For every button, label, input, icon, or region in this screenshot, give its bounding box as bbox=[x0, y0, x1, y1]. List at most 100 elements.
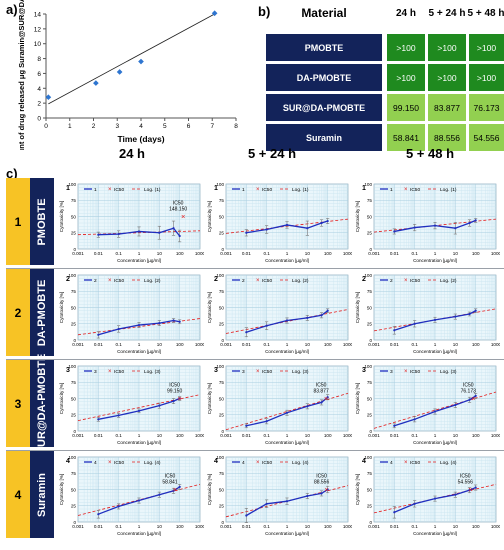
data-point bbox=[306, 494, 309, 498]
ic50-label: IC50 bbox=[316, 474, 327, 480]
series-line bbox=[394, 395, 477, 427]
legend-ic50-label: IC50 bbox=[410, 460, 420, 466]
x-tick-label: 100 bbox=[472, 433, 480, 438]
data-point bbox=[178, 485, 181, 488]
ic50-table: Material 24 h 5 + 24 h PMOBTE DA-PMOBTE SU… bbox=[258, 4, 504, 154]
table-cell: >100 bbox=[428, 64, 466, 91]
y-tick-label: 75 bbox=[219, 380, 225, 385]
data-point bbox=[326, 396, 329, 399]
data-point bbox=[454, 403, 457, 407]
data-point bbox=[393, 511, 396, 514]
row-number: 2 bbox=[6, 269, 30, 356]
plot-number: 2 bbox=[66, 276, 70, 283]
x-tick-label: 0.01 bbox=[390, 433, 399, 438]
y-tick-label: 100 bbox=[216, 182, 224, 187]
series-line bbox=[98, 227, 181, 237]
y-tick-label: 0 bbox=[221, 429, 224, 434]
row-material-name: SUR@DA-PMOBTE bbox=[30, 353, 54, 454]
y-tick-label: 25 bbox=[367, 413, 373, 418]
y-axis-title: Cytotoxicity [%] bbox=[207, 201, 212, 232]
x-tick-label: 0.1 bbox=[411, 342, 418, 347]
x-tick-label: 0.01 bbox=[94, 433, 103, 438]
x-tick-label: 1000 bbox=[195, 524, 204, 529]
x-tick-label: 0.001 bbox=[368, 433, 380, 438]
legend-fit-label: Log. (3) bbox=[292, 369, 309, 375]
legend-series-label: 1 bbox=[94, 187, 97, 193]
cytotoxicity-plot: 0 25 50 75 100 0.001 0.01 0.1 1 10 100 1000 Concentr… bbox=[59, 364, 204, 445]
data-point bbox=[117, 327, 120, 331]
data-point bbox=[474, 394, 477, 397]
x-tick-label: 10 bbox=[453, 524, 459, 529]
legend-ic50-marker: × bbox=[108, 278, 112, 284]
x-tick-label: 100 bbox=[176, 433, 184, 438]
legend-ic50-label: IC50 bbox=[262, 278, 272, 284]
y-tick-label: 75 bbox=[71, 471, 77, 476]
x-tick-label: 1 bbox=[286, 342, 289, 347]
data-point bbox=[320, 492, 323, 495]
x-axis-title: Time (days) bbox=[117, 134, 164, 144]
legend-fit-label: Log. (3) bbox=[440, 369, 457, 375]
data-point bbox=[265, 324, 268, 327]
table-row-label: PMOBTE bbox=[266, 34, 382, 61]
x-tick-label: 1000 bbox=[195, 251, 204, 256]
x-axis-title: Concentration [µg/ml] bbox=[265, 258, 309, 263]
data-point bbox=[433, 318, 437, 321]
y-tick-label: 25 bbox=[219, 231, 225, 236]
data-point bbox=[413, 502, 416, 505]
x-tick-label: 10 bbox=[453, 342, 459, 347]
cytotoxicity-plot: 0 25 50 75 100 0.001 0.01 0.1 1 10 100 1000 Concentr… bbox=[355, 182, 500, 263]
legend-ic50-marker: × bbox=[256, 187, 260, 193]
x-tick-label: 100 bbox=[176, 524, 184, 529]
data-point bbox=[320, 314, 323, 317]
y-axis-title: Cytotoxicity [%] bbox=[207, 474, 212, 505]
data-point bbox=[413, 418, 416, 421]
ic50-marker: × bbox=[324, 485, 328, 494]
panel-label-c: c) bbox=[6, 166, 18, 181]
x-tick-label: 1 bbox=[138, 251, 141, 256]
legend-series-label: 4 bbox=[94, 460, 97, 466]
x-tick-label: 1 bbox=[434, 524, 437, 529]
panel-label-a: a) bbox=[6, 2, 18, 17]
y-tick-label: 14 bbox=[34, 12, 42, 19]
x-tick-label: 1000 bbox=[195, 342, 204, 347]
y-tick-label: 0 bbox=[369, 247, 372, 252]
ic50-label: IC50 bbox=[169, 383, 180, 389]
y-tick-label: 25 bbox=[219, 413, 225, 418]
data-point bbox=[326, 309, 329, 312]
series-line bbox=[394, 310, 476, 331]
plot-number: 2 bbox=[362, 276, 366, 283]
table-header-5-24h: 5 + 24 h bbox=[428, 8, 466, 19]
x-tick-label: 0.001 bbox=[72, 433, 84, 438]
x-tick-label: 10 bbox=[157, 433, 163, 438]
x-axis-title: Concentration [µg/ml] bbox=[117, 258, 161, 263]
column-title-5-24h: 5 + 24 h bbox=[247, 146, 297, 161]
x-tick-label: 100 bbox=[324, 433, 332, 438]
legend-ic50-label: IC50 bbox=[114, 369, 124, 375]
data-point bbox=[320, 221, 323, 225]
x-tick-label: 10 bbox=[453, 433, 459, 438]
ic50-value: 54.556 bbox=[458, 480, 474, 486]
cytotoxicity-plot: 0 25 50 75 100 0.001 0.01 0.1 1 10 100 1000 Concentr… bbox=[59, 182, 204, 263]
y-tick-label: 25 bbox=[219, 322, 225, 327]
ic50-label: IC50 bbox=[463, 383, 474, 389]
y-tick-label: 25 bbox=[71, 231, 77, 236]
y-tick-label: 75 bbox=[71, 380, 77, 385]
row-material-name: PMOBTE bbox=[30, 178, 54, 265]
legend-series-label: 4 bbox=[242, 460, 245, 466]
cytotoxicity-plot: 0 25 50 75 100 0.001 0.01 0.1 1 10 100 1000 Concentr… bbox=[207, 182, 352, 263]
legend-ic50-label: IC50 bbox=[114, 187, 124, 193]
data-point bbox=[454, 227, 457, 230]
y-tick-label: 100 bbox=[364, 273, 372, 278]
plot-number: 1 bbox=[214, 185, 218, 192]
y-tick-label: 0 bbox=[221, 247, 224, 252]
y-tick-label: 50 bbox=[71, 396, 77, 401]
x-tick-label: 0.001 bbox=[72, 524, 84, 529]
ic50-marker: × bbox=[324, 394, 328, 403]
x-tick-label: 0.01 bbox=[390, 251, 399, 256]
y-tick-label: 25 bbox=[219, 504, 225, 509]
y-tick-label: 75 bbox=[367, 380, 373, 385]
legend-ic50-marker: × bbox=[256, 278, 260, 284]
data-point bbox=[172, 227, 175, 230]
table-cell: >100 bbox=[387, 34, 425, 61]
data-point bbox=[245, 231, 248, 234]
